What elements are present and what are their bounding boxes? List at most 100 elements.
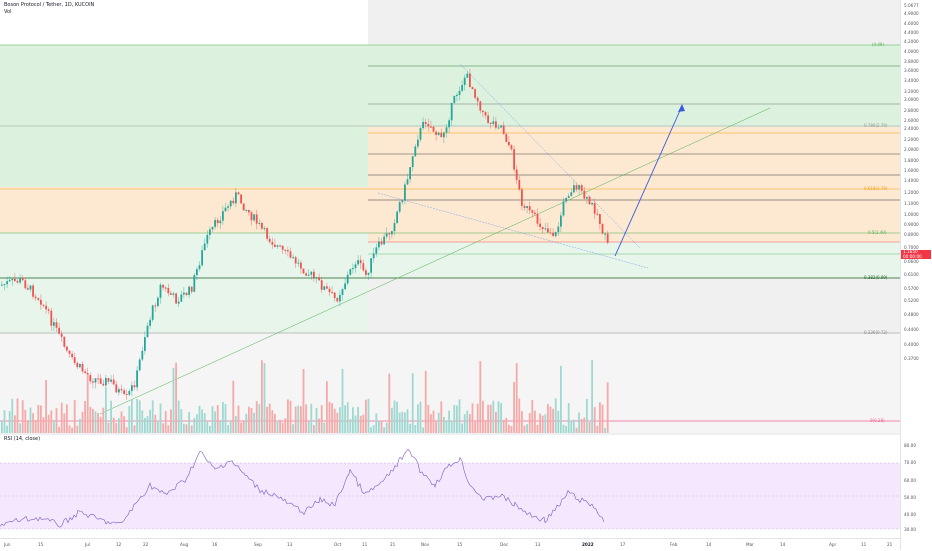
volume-bar <box>307 421 310 433</box>
candle <box>253 214 255 221</box>
volume-bar <box>268 403 271 433</box>
candle <box>185 292 188 296</box>
candle <box>115 384 118 393</box>
price-chart[interactable] <box>0 0 900 550</box>
candle <box>11 278 14 281</box>
arrowhead-icon <box>678 104 685 112</box>
volume-bar <box>27 421 29 433</box>
candle <box>118 389 120 393</box>
candle <box>526 206 528 209</box>
volume-bar <box>352 407 354 433</box>
wedge-lower-trendline[interactable] <box>377 192 649 269</box>
volume-bar <box>474 421 476 433</box>
candle <box>287 250 289 252</box>
candle <box>435 131 437 135</box>
volume-bar <box>149 409 151 433</box>
candle <box>471 87 474 90</box>
volume-bar <box>84 401 86 433</box>
price-tick: 4.9000 <box>904 11 919 16</box>
volume-bar <box>92 408 94 433</box>
rsi-tick: 80.00 <box>904 443 916 448</box>
chart-area[interactable]: Boson Protocol / Tether, 1D, KUCOIN Vol … <box>0 0 900 550</box>
price-tick: 0.8000 <box>904 232 919 237</box>
volume-legend[interactable]: Vol <box>4 9 12 15</box>
volume-bar <box>302 368 305 433</box>
volume-bar <box>34 420 37 433</box>
candle <box>430 126 432 128</box>
rsi-legend[interactable]: RSI (14, close) <box>4 436 41 442</box>
candle <box>263 228 266 230</box>
volume-bar <box>424 370 427 433</box>
candle <box>167 287 170 294</box>
price-tick: 3.0000 <box>904 97 919 102</box>
volume-bar <box>341 368 344 433</box>
volume-bar <box>354 415 357 433</box>
candle <box>554 232 557 237</box>
volume-bar <box>448 410 450 433</box>
volume-bar <box>388 373 391 433</box>
volume-bar <box>19 423 21 433</box>
volume-bar <box>489 404 492 433</box>
candle <box>341 289 344 296</box>
volume-bar <box>190 425 193 433</box>
volume-bar <box>242 421 245 433</box>
volume-bar <box>552 408 554 433</box>
candle <box>391 231 393 235</box>
price-tick: 0.9000 <box>904 222 919 227</box>
volume-bar <box>461 423 463 433</box>
time-tick: 15 <box>38 542 44 547</box>
volume-bar <box>541 415 544 433</box>
projection-arrow[interactable] <box>614 105 683 257</box>
volume-bar <box>274 413 276 433</box>
volume-bar <box>456 405 458 433</box>
candle <box>203 243 206 251</box>
volume-bar <box>167 425 170 433</box>
candle <box>154 305 157 307</box>
price-tick: 1.2000 <box>904 190 919 195</box>
candle <box>271 241 274 245</box>
candle <box>450 102 453 121</box>
volume-bar <box>14 415 16 433</box>
candle <box>248 209 250 213</box>
volume-bar <box>588 421 591 433</box>
volume-bar <box>328 401 331 433</box>
candle <box>300 262 302 269</box>
resistance-trendline[interactable] <box>459 63 641 249</box>
time-axis[interactable]: Jun 15 Jul 12 22 Aug 16 Sep 13 Oct 11 21 Nov 15 Dec 13 2… <box>0 538 900 551</box>
candle <box>466 73 469 78</box>
candle <box>383 236 385 245</box>
candle <box>549 232 552 234</box>
volume-bar <box>258 404 261 433</box>
last-price-countdown: 00:00:00 <box>903 253 922 259</box>
candle <box>219 220 222 224</box>
volume-bar <box>164 410 167 433</box>
fib-label-0236: 0.236(0.72) <box>864 330 888 335</box>
volume-bar <box>487 404 489 433</box>
price-tick: 0.5700 <box>904 286 919 291</box>
candle <box>396 211 398 224</box>
candle <box>528 206 531 211</box>
candle <box>588 196 591 205</box>
candle <box>45 305 47 310</box>
time-tick: Sep <box>254 542 262 547</box>
volume-bar <box>71 427 73 433</box>
candle <box>284 249 287 251</box>
symbol-title[interactable]: Boson Protocol / Tether, 1D, KUCOIN <box>4 2 95 8</box>
volume-bar <box>136 399 138 433</box>
price-tick: 1.8000 <box>904 158 919 163</box>
candle <box>159 284 162 298</box>
volume-bar <box>323 422 326 433</box>
volume-bar <box>86 374 89 433</box>
candle <box>151 305 154 320</box>
price-axis[interactable]: 5.0677 4.9000 4.6000 4.4000 4.2000 4.0000 3.80… <box>900 0 932 550</box>
candle <box>385 233 388 237</box>
volume-bar <box>547 403 549 433</box>
candle <box>518 179 521 190</box>
time-tick: 13 <box>287 542 293 547</box>
candle <box>37 298 40 300</box>
volume-bar <box>518 398 521 433</box>
fib-label-05: 0.5(1.40) <box>868 230 887 235</box>
candle <box>560 215 562 227</box>
rsi-tick: 70.00 <box>904 460 916 465</box>
volume-bar <box>453 404 456 433</box>
